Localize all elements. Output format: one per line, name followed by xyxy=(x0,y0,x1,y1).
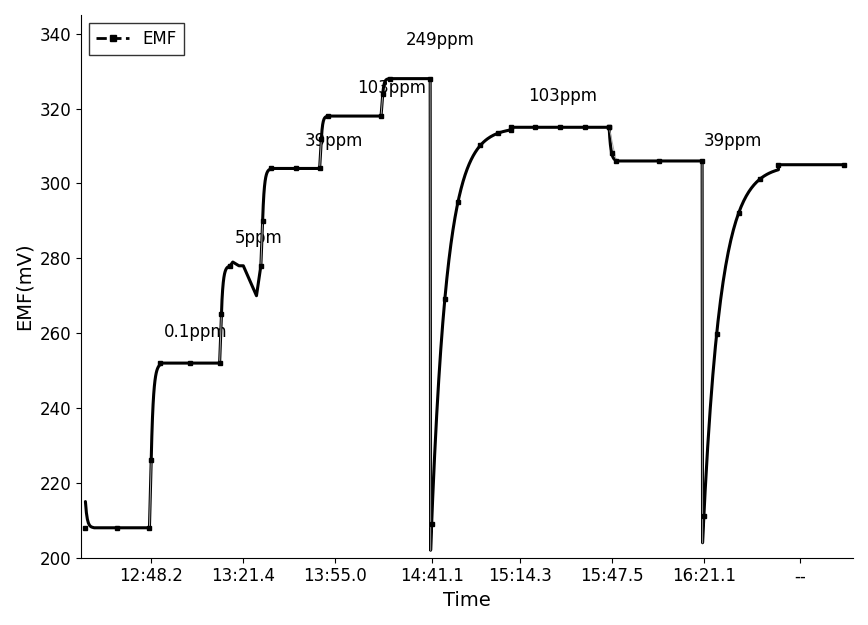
Text: 5ppm: 5ppm xyxy=(234,229,282,247)
Y-axis label: EMF(mV): EMF(mV) xyxy=(15,242,34,330)
Text: 103ppm: 103ppm xyxy=(358,79,426,98)
X-axis label: Time: Time xyxy=(444,591,491,610)
Text: 39ppm: 39ppm xyxy=(305,132,363,150)
Legend: EMF: EMF xyxy=(89,23,184,54)
Text: 39ppm: 39ppm xyxy=(704,132,762,150)
Text: 0.1ppm: 0.1ppm xyxy=(164,322,228,341)
Text: 249ppm: 249ppm xyxy=(405,31,475,49)
Text: 103ppm: 103ppm xyxy=(529,87,597,105)
